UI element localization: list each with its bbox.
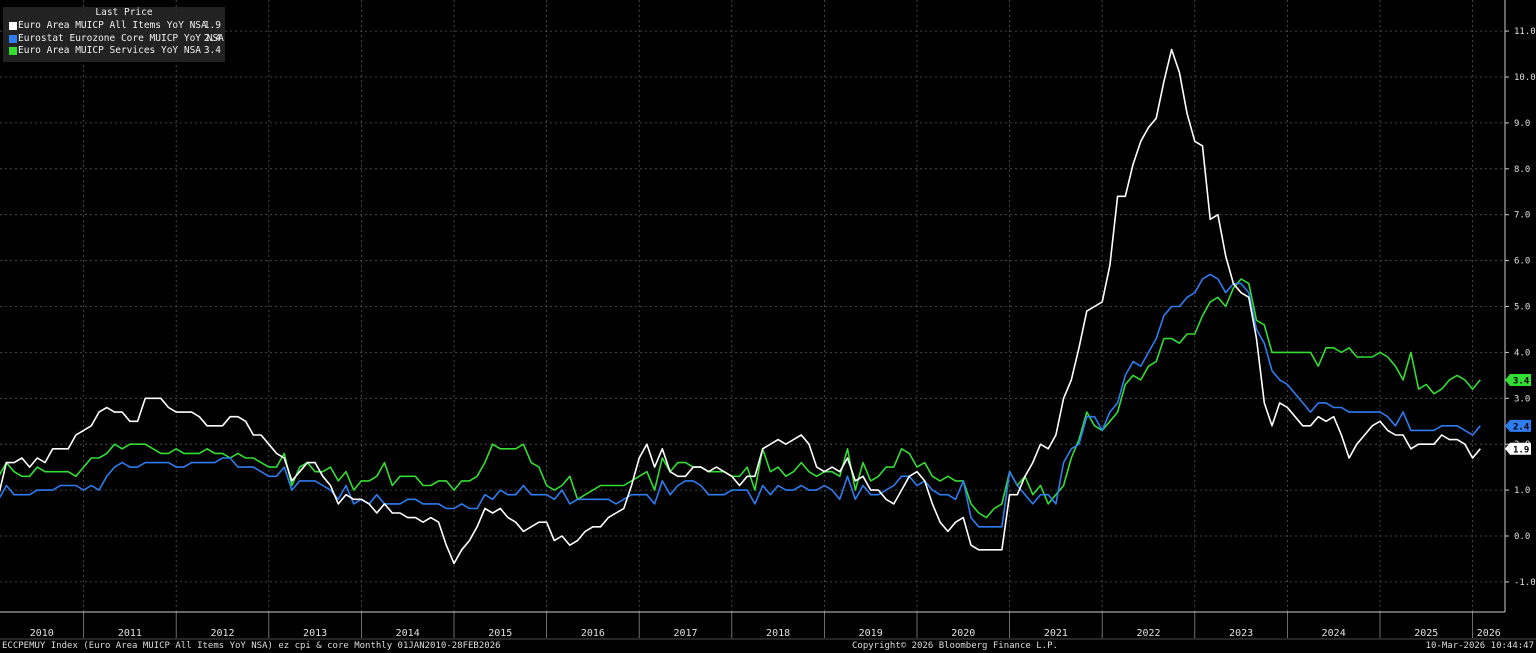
legend-item-value: 2.4 xyxy=(203,32,221,44)
x-tick-label: 2013 xyxy=(303,628,327,639)
y-tick-label: -1.0 xyxy=(1514,578,1536,588)
legend-title: Last Price xyxy=(95,7,153,18)
x-tick-label: 2010 xyxy=(30,628,54,639)
x-tick-label: 2017 xyxy=(673,628,697,639)
y-tick-label: 8.0 xyxy=(1514,165,1530,175)
x-tick-label: 2019 xyxy=(859,628,883,639)
legend-item-label: Euro Area MUICP Services YoY NSA xyxy=(18,45,202,56)
x-tick-label: 2025 xyxy=(1414,628,1438,639)
y-tick-label: 5.0 xyxy=(1514,303,1530,313)
x-tick-label: 2018 xyxy=(766,628,790,639)
y-tick-label: 1.0 xyxy=(1514,486,1530,496)
x-tick-label: 2022 xyxy=(1136,628,1160,639)
legend-swatch xyxy=(9,34,17,43)
y-tick-label: 4.0 xyxy=(1514,348,1530,358)
y-tick-label: 0.0 xyxy=(1514,532,1530,542)
series-line-services xyxy=(0,278,1481,519)
x-tick-label: 2026 xyxy=(1477,628,1501,639)
y-tick-label: 11.0 xyxy=(1514,27,1536,37)
footer-description: ECCPEMUY Index (Euro Area MUICP All Item… xyxy=(2,641,501,651)
last-value-tag-core xyxy=(1505,419,1531,432)
legend-item-label: Eurostat Eurozone Core MUICP YoY NSA xyxy=(18,32,224,44)
x-tick-label: 2014 xyxy=(396,628,420,639)
x-tick-label: 2011 xyxy=(118,628,142,639)
series-line-all-items xyxy=(0,48,1481,565)
series-line-core xyxy=(0,273,1481,528)
last-value-tag-core-text: 2.4 xyxy=(1513,422,1530,432)
chart-legend: Last Price Euro Area MUICP All Items YoY… xyxy=(3,7,225,62)
x-tick-label: 2015 xyxy=(488,628,512,639)
last-value-tags: 1.9 2.4 3.4 xyxy=(1505,373,1531,455)
footer-copyright: Copyright© 2026 Bloomberg Finance L.P. xyxy=(852,641,1058,651)
x-tick-label: 2012 xyxy=(210,628,234,639)
y-tick-label: 6.0 xyxy=(1514,257,1530,267)
legend-item-value: 1.9 xyxy=(203,20,221,31)
last-value-tag-all-items xyxy=(1505,442,1531,455)
last-value-tag-services xyxy=(1505,373,1531,386)
legend-item-all-items: Euro Area MUICP All Items YoY NSA 1.9 xyxy=(3,20,225,33)
x-tick-label: 2020 xyxy=(951,628,975,639)
y-tick-label: 3.0 xyxy=(1514,394,1530,404)
legend-item-services: Euro Area MUICP Services YoY NSA 3.4 xyxy=(3,45,225,58)
legend-swatch xyxy=(9,47,17,55)
footer-timestamp: 10-Mar-2026 10:44:47 xyxy=(1425,641,1534,651)
x-tick-label: 2023 xyxy=(1229,628,1253,639)
grid xyxy=(0,0,1505,612)
legend-item-core: Eurostat Eurozone Core MUICP YoY NSA 2.4 xyxy=(3,33,225,46)
last-value-tag-all-items-text: 1.9 xyxy=(1513,445,1529,455)
legend-item-label: Euro Area MUICP All Items YoY NSA xyxy=(18,20,207,31)
legend-item-value: 3.4 xyxy=(203,45,221,56)
x-tick-label: 2016 xyxy=(581,628,605,639)
legend-swatch xyxy=(9,22,17,30)
y-tick-label: 7.0 xyxy=(1514,211,1530,221)
last-value-tag-services-text: 3.4 xyxy=(1513,376,1530,386)
series-lines xyxy=(0,48,1481,565)
x-tick-label: 2024 xyxy=(1322,628,1346,639)
y-tick-label: 10.0 xyxy=(1514,73,1536,83)
x-tick-label: 2021 xyxy=(1044,628,1068,639)
y-tick-label: 9.0 xyxy=(1514,119,1530,129)
